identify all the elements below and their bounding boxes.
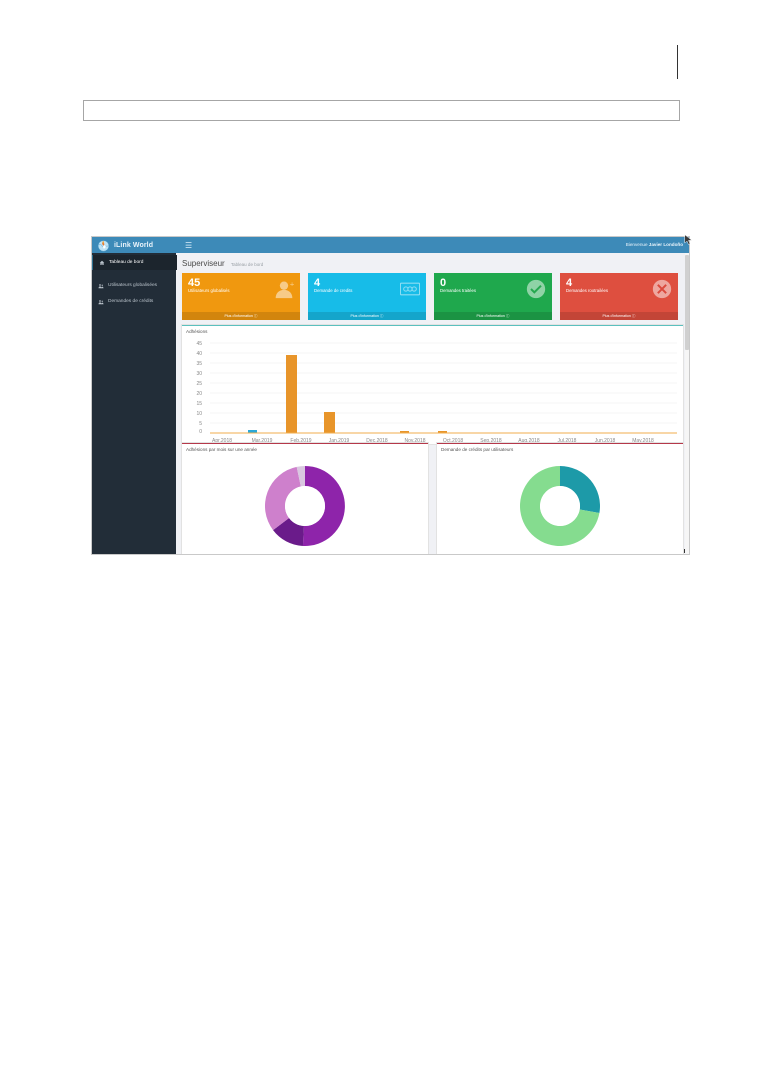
svg-text:10: 10 (196, 411, 202, 417)
svg-text:40: 40 (196, 351, 202, 357)
svg-text:45: 45 (196, 341, 202, 347)
svg-text:+: + (290, 280, 294, 289)
svg-text:0: 0 (199, 429, 202, 435)
svg-text:25: 25 (196, 381, 202, 387)
svg-text:15: 15 (196, 401, 202, 407)
svg-text:5: 5 (199, 421, 202, 427)
svg-text:20: 20 (196, 391, 202, 397)
svg-text:30: 30 (196, 371, 202, 377)
svg-text:35: 35 (196, 361, 202, 367)
